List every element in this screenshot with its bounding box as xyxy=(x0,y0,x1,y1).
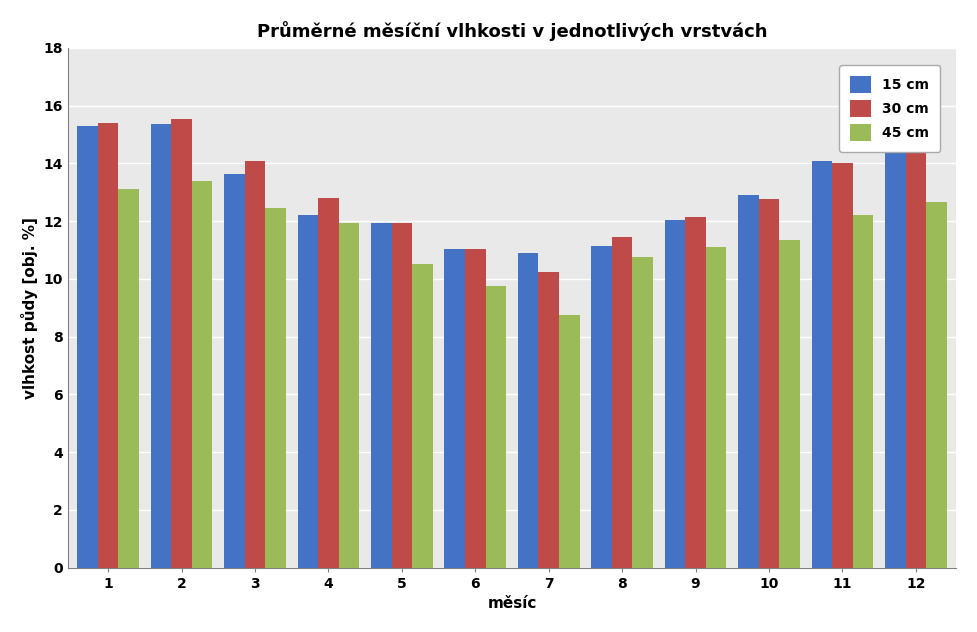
Bar xyxy=(538,272,559,568)
Bar xyxy=(150,125,171,568)
Bar xyxy=(118,190,139,568)
Bar xyxy=(392,222,412,568)
Bar xyxy=(371,222,392,568)
Bar xyxy=(518,253,538,568)
Bar xyxy=(906,146,926,568)
Bar xyxy=(705,247,726,568)
Bar xyxy=(832,164,853,568)
Legend: 15 cm, 30 cm, 45 cm: 15 cm, 30 cm, 45 cm xyxy=(839,65,940,152)
Bar xyxy=(591,246,612,568)
Bar xyxy=(780,240,800,568)
Bar xyxy=(812,161,832,568)
Bar xyxy=(926,202,947,568)
Bar xyxy=(77,126,98,568)
Y-axis label: vlhkost půdy [obj. %]: vlhkost půdy [obj. %] xyxy=(21,217,38,399)
Bar xyxy=(171,119,191,568)
Bar xyxy=(885,146,906,568)
Bar xyxy=(339,222,360,568)
Bar xyxy=(559,315,579,568)
Bar xyxy=(632,257,653,568)
Bar xyxy=(612,237,632,568)
Bar xyxy=(685,217,705,568)
Bar xyxy=(738,195,759,568)
Bar xyxy=(266,208,286,568)
Bar xyxy=(412,264,433,568)
Bar xyxy=(298,216,319,568)
Bar xyxy=(244,161,266,568)
Bar xyxy=(664,220,685,568)
Bar xyxy=(224,174,244,568)
Bar xyxy=(759,200,780,568)
Bar xyxy=(853,216,873,568)
Bar xyxy=(465,248,486,568)
Bar xyxy=(486,286,506,568)
Bar xyxy=(98,123,118,568)
Bar xyxy=(319,198,339,568)
Bar xyxy=(445,248,465,568)
Bar xyxy=(191,181,212,568)
Title: Průměrné měsíční vlhkosti v jednotlivých vrstvách: Průměrné měsíční vlhkosti v jednotlivých… xyxy=(257,21,767,41)
X-axis label: měsíc: měsíc xyxy=(488,596,536,611)
